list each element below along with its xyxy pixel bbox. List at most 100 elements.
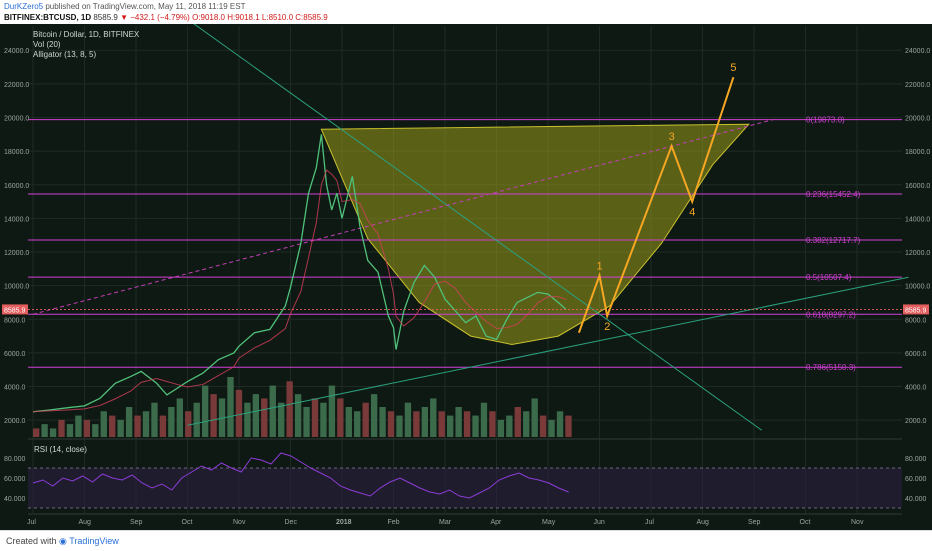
indicator-legend: Bitcoin / Dollar, 1D, BITFINEX Vol (20) … [33,30,139,60]
volume-bar [430,398,437,437]
volume-bar [142,411,150,437]
volume-bar [480,402,488,437]
volume-bar [379,407,386,437]
legend-alligator: Alligator (13, 8, 5) [33,50,97,59]
volume-bar [337,398,344,437]
chart-header: DurKZero5 published on TradingView.com, … [0,0,932,24]
y-axis-tick-label: 18000.0 [905,149,930,156]
volume-bar [109,415,116,437]
author-link[interactable]: DurKZero5 [4,2,44,11]
elliott-wave-path [577,76,735,334]
x-axis-tick-label: Sep [130,519,143,526]
publish-line: DurKZero5 published on TradingView.com, … [4,2,245,11]
chart-canvas[interactable]: 0(19873.0) 0.236(15452.4) 0.382(12717.7) 0.… [0,24,932,530]
price-change: −432.1 (−4.79%) [130,13,190,22]
volume-bar [539,415,547,437]
rsi-axis-tick-label: 60.000 [905,476,927,483]
y-axis-tick-label: 22000.0 [905,82,930,89]
volume-bar [286,381,293,437]
y-axis-tick-label-left: 22000.0 [4,82,29,89]
x-axis-tick-label: Aug [697,519,710,526]
y-axis-tick-label: 20000.0 [905,115,930,122]
volume-bar [294,394,302,437]
volume-bar [370,394,378,437]
volume-bar [438,411,445,437]
price-line [32,134,567,413]
fib-level-label: 0(19873.0) [806,116,845,125]
y-axis-tick-label-left: 18000.0 [4,149,29,156]
x-axis-tick-label: 2018 [336,519,352,526]
x-axis-tick-label: May [542,519,556,526]
cup-shape [320,123,750,346]
volume-bar [396,415,403,437]
volume-bar [58,419,65,437]
volume-bar [514,407,521,437]
footer-brand[interactable]: TradingView [69,536,119,546]
volume-bar [311,398,319,437]
volume-bar [100,411,107,437]
volume-bar [235,389,243,437]
volume-bar [387,411,395,437]
volume-bar [413,411,420,437]
volume-bar [472,415,479,437]
volume-bar [66,424,74,437]
volume-bar [556,411,564,437]
y-axis-tick-label-left: 2000.0 [4,418,26,425]
volume-bar [193,402,200,437]
x-axis-tick-label: Jun [594,519,605,526]
rsi-line [32,452,569,499]
y-axis-tick-label-left: 12000.0 [4,250,29,257]
y-axis-tick-label: 8000.0 [905,317,927,324]
footer: Created with ◉ TradingView [0,530,932,551]
volume-bar [565,415,572,437]
volume-bar [261,398,268,437]
tradingview-logo-icon: ◉ [59,536,67,546]
y-axis-tick-label: 16000.0 [905,183,930,190]
footer-text: Created with ◉ TradingView [6,536,119,547]
x-axis-tick-label: Jul [645,519,654,526]
trend-line-descending [193,24,763,431]
y-axis-tick-label: 10000.0 [905,284,930,291]
volume-bar [531,398,538,437]
chart-area[interactable]: 0(19873.0) 0.236(15452.4) 0.382(12717.7) 0.… [0,24,932,530]
volume-bar [328,385,336,437]
down-arrow-icon: ▼ [120,13,128,22]
volume-bar [303,407,310,437]
price-tag-left [2,304,28,315]
volume-bar [33,428,40,437]
volume-bar [134,415,141,437]
volume-bar [117,419,124,437]
elliott-wave-label-4: 4 [689,207,695,219]
volume-bar [201,385,209,437]
x-axis-tick-label: Oct [800,519,811,526]
x-axis-tick-label: Dec [285,519,298,526]
rsi-axis-tick-label-left: 40.000 [4,496,26,503]
rsi-axis-tick-label-left: 80.000 [4,456,26,463]
y-axis-tick-label-left: 16000.0 [4,183,29,190]
x-axis-tick-label: Mar [439,519,452,526]
y-axis-tick-label-left: 4000.0 [4,385,26,392]
x-axis-tick-label: Feb [388,519,400,526]
volume-bar [176,398,183,437]
y-axis-tick-label: 2000.0 [905,418,927,425]
x-axis-tick-label: Oct [182,519,193,526]
y-axis-tick-label-left: 24000.0 [4,48,29,55]
y-axis-tick-label-left: 10000.0 [4,284,29,291]
volume-bar [227,377,234,437]
volume-bar [362,402,369,437]
x-axis-tick-label: Apr [491,519,503,526]
volume-bar [463,411,471,437]
x-axis-tick-label: Sep [748,519,761,526]
x-axis-tick-label: Nov [851,519,864,526]
elliott-wave-label-1: 1 [597,261,603,273]
volume-bar [269,385,276,437]
rsi-axis-tick-label-left: 60.000 [4,476,26,483]
trend-line-dashed [32,118,775,315]
elliott-wave-label-3: 3 [669,131,675,143]
volume-bar [421,407,429,437]
fib-level-label: 0.618(8297.2) [806,310,856,319]
elliott-wave-label-2: 2 [604,321,610,333]
volume-bar [244,402,251,437]
volume-bar [447,415,454,437]
y-axis-tick-label: 12000.0 [905,250,930,257]
